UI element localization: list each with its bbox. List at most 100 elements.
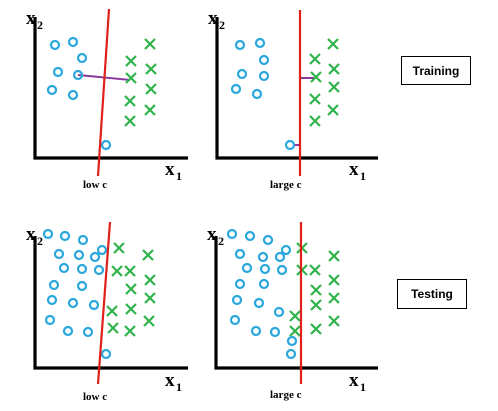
class-circle-point [62,325,74,337]
class-circle-point [253,297,265,309]
class-cross-point [327,104,339,116]
class-circle-point [244,230,256,242]
class-cross-point [328,81,340,93]
class-circle-point [67,36,79,48]
class-circle-point [48,279,60,291]
y-axis-subscript: 2 [219,18,225,32]
class-cross-point [144,38,156,50]
class-circle-point [257,251,269,263]
class-circle-point [59,230,71,242]
class-circle-point [72,69,84,81]
class-circle-point [234,39,246,51]
c-value-caption: large c [270,389,302,401]
y-axis-label: x [26,8,36,29]
class-circle-point [236,68,248,80]
c-value-caption: low c [83,391,107,403]
class-circle-point [96,244,108,256]
class-cross-point [310,284,322,296]
class-circle-point [77,234,89,246]
class-cross-point [125,55,137,67]
class-circle-point [67,89,79,101]
class-circle-point [76,52,88,64]
class-cross-point [107,322,119,334]
class-cross-point [124,265,136,277]
class-cross-point [310,299,322,311]
class-circle-point [254,37,266,49]
class-cross-point [289,325,301,337]
class-circle-point [93,264,105,276]
class-circle-point [284,139,296,151]
class-cross-point [124,95,136,107]
class-cross-point [125,283,137,295]
y-axis-subscript: 2 [37,234,43,248]
class-circle-point [100,348,112,360]
class-circle-point [49,39,61,51]
class-circle-point [234,248,246,260]
class-cross-point [143,315,155,327]
class-cross-point [124,115,136,127]
class-circle-point [285,348,297,360]
y-axis-subscript: 2 [37,18,43,32]
class-circle-point [276,264,288,276]
x-axis-subscript: 1 [360,380,366,394]
class-cross-point [309,93,321,105]
class-cross-point [309,53,321,65]
class-circle-point [73,249,85,261]
class-circle-point [82,326,94,338]
class-cross-point [111,265,123,277]
class-cross-point [328,250,340,262]
class-circle-point [230,83,242,95]
training-label: Training [412,63,460,78]
y-axis-subscript: 2 [218,234,224,248]
class-circle-point [286,335,298,347]
class-circle-point [44,314,56,326]
class-circle-point [273,306,285,318]
axes [33,17,188,160]
class-circle-point [251,88,263,100]
x-axis-subscript: 1 [176,169,182,183]
x-axis-subscript: 1 [360,169,366,183]
class-cross-point [125,303,137,315]
class-circle-point [250,325,262,337]
y-axis-label: x [208,8,218,29]
class-cross-point [106,305,118,317]
class-circle-point [259,263,271,275]
class-cross-point [310,71,322,83]
c-value-caption: large c [270,179,302,191]
class-circle-point [42,228,54,240]
class-cross-point [289,310,301,322]
class-circle-point [46,294,58,306]
class-circle-point [89,251,101,263]
x-axis-label: x [349,159,359,180]
class-circle-point [88,299,100,311]
class-circle-point [76,263,88,275]
class-cross-point [310,323,322,335]
testing-label: Testing [411,287,453,301]
axes [215,17,378,160]
class-circle-point [52,66,64,78]
class-cross-point [328,315,340,327]
class-circle-point [58,262,70,274]
class-cross-point [144,104,156,116]
class-circle-point [53,248,65,260]
class-circle-point [76,280,88,292]
class-circle-point [226,228,238,240]
decision-boundary [96,8,111,177]
class-circle-point [46,84,58,96]
x-axis-subscript: 1 [176,380,182,394]
class-cross-point [145,63,157,75]
class-cross-point [113,242,125,254]
x-axis-label: x [165,370,175,391]
class-circle-point [274,251,286,263]
class-cross-point [145,83,157,95]
class-circle-point [258,70,270,82]
class-circle-point [229,314,241,326]
axes [214,236,378,370]
class-cross-point [144,274,156,286]
x-axis-label: x [165,159,175,180]
